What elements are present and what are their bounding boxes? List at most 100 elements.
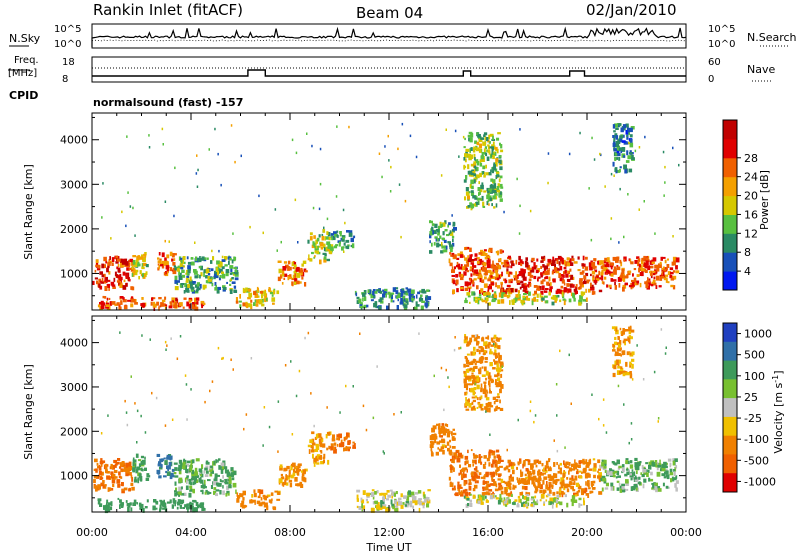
echo-cell [618,241,620,244]
echo-cell [590,238,593,242]
echo-cell [332,434,335,439]
echo-cell [453,227,457,231]
echo-cell [667,271,671,275]
echo-cell [486,483,490,488]
echo-cell [552,256,555,262]
echo-cell [209,469,212,473]
echo-cell [463,370,466,374]
echo-cell [140,303,143,307]
echo-cell [516,280,520,283]
echo-cell [266,494,271,497]
echo-cell [131,273,134,277]
echo-cell [483,134,486,137]
echo-cell [617,277,621,282]
echo-cell [617,363,620,368]
echo-cell [330,446,333,449]
echo-cell [111,465,115,470]
echo-cell [476,377,480,382]
echo-cell [531,476,535,481]
echo-cell [230,124,233,127]
echo-cell [249,225,251,229]
echo-cell [344,447,347,451]
echo-cell [478,143,482,149]
echo-cell [547,493,551,497]
echo-cell [488,451,491,457]
echo-cell [282,274,285,277]
echo-cell [527,476,532,481]
echo-cell [232,232,234,235]
echo-cell [650,275,653,279]
echo-cell [174,275,178,281]
echo-cell [348,125,350,129]
echo-cell [319,182,322,186]
echo-cell [155,396,158,400]
echo-cell [486,291,490,296]
echo-cell [432,425,437,430]
echo-cell [274,490,278,493]
echo-cell [455,450,459,454]
echo-cell [220,469,224,474]
echo-cell [217,346,220,350]
echo-cell [487,343,490,349]
echo-cell [613,130,616,133]
echo-cell [500,293,504,299]
echo-cell [485,410,487,413]
echo-cell [257,288,259,292]
echo-cell [488,484,491,487]
echo-cell [480,346,483,349]
echo-cell [487,293,491,298]
echo-cell [613,174,615,177]
echo-cell [499,493,502,499]
echo-cell [192,304,195,310]
echo-cell [540,291,544,295]
echo-cell [523,496,528,500]
echo-cell [133,499,137,504]
echo-cell [485,495,487,499]
echo-cell [127,505,131,508]
echo-cell [159,504,162,509]
echo-cell [598,472,602,476]
echo-cell [216,289,220,294]
echo-cell [192,459,195,464]
echo-cell [313,256,316,259]
echo-cell [495,161,498,167]
echo-cell [208,148,210,151]
echo-cell [157,260,160,264]
echo-cell [482,205,486,208]
echo-cell [557,470,562,474]
echo-cell [520,472,523,478]
echo-cell [102,295,105,299]
echo-cell [485,408,488,412]
echo-cell [178,486,182,492]
echo-cell [476,343,479,346]
echo-cell [577,287,580,290]
echo-cell [99,271,103,275]
echo-cell [187,508,189,513]
echo-cell [474,362,477,366]
echo-cell [503,259,506,265]
echo-cell [558,464,560,470]
echo-cell [536,270,539,273]
echo-cell [429,220,432,223]
echo-cell [108,261,111,266]
echo-cell [145,271,148,275]
echo-cell [452,238,454,243]
echo-cell [344,437,348,440]
echo-cell [493,342,495,346]
echo-cell [556,491,559,495]
echo-cell [493,359,496,362]
echo-cell [188,480,192,485]
echo-cell [659,459,661,464]
echo-cell [572,489,576,492]
n-sky-trace [91,26,687,47]
echo-cell [623,338,628,342]
echo-cell [239,493,242,497]
echo-cell [185,272,188,275]
echo-cell [470,407,474,411]
echo-cell [463,467,467,471]
echo-cell [107,487,110,492]
echo-cell [230,467,234,472]
echo-cell [658,263,662,268]
echo-cell [348,232,353,237]
echo-cell [192,508,196,513]
